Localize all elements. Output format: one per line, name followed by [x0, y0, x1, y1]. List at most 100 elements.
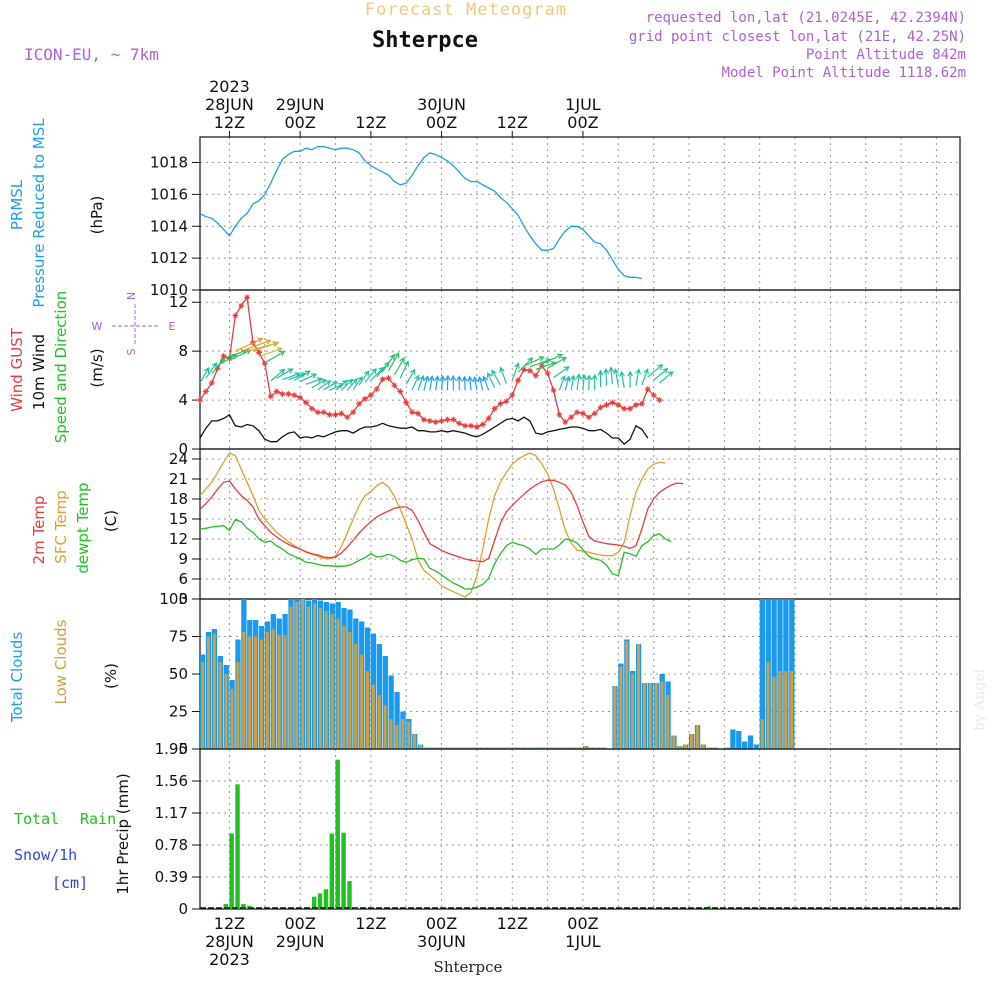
wind-gust-marker	[244, 294, 251, 301]
precip-tick-label: 0.78	[155, 836, 188, 854]
pressure-tick-label: 1016	[150, 185, 188, 203]
low-clouds-bar	[619, 666, 623, 749]
precip-unit-label: 1hr Precip (mm)	[114, 773, 132, 894]
compass-w: W	[92, 320, 103, 333]
snow-unit-label: [cm]	[52, 874, 88, 892]
precip-tick-label: 0	[178, 900, 188, 918]
low-clouds-bar	[595, 747, 599, 749]
low-clouds-bar	[578, 747, 582, 749]
wind-direction-arrow	[346, 378, 358, 391]
wind-gust-marker	[579, 410, 586, 417]
wind-direction-arrow	[641, 368, 649, 386]
time-label-bottom: 12Z	[355, 914, 386, 933]
wind-direction-arrow	[199, 367, 210, 384]
wind-gust-marker	[568, 414, 575, 421]
wind-tick-label: 4	[178, 391, 188, 409]
precip-labels: Total Rain Snow/1h [cm] 1hr Precip (mm)	[14, 773, 132, 894]
low-clouds-bar	[318, 608, 322, 749]
temp-tick-label: 15	[169, 510, 188, 528]
wind-tick-label: 12	[169, 293, 188, 311]
temp-tick-label: 21	[169, 470, 188, 488]
precip-tick-label: 1.17	[155, 804, 188, 822]
low-clouds-bar	[259, 639, 263, 749]
clouds-tick-label: 0	[178, 740, 188, 758]
wind-gust-marker	[379, 376, 386, 383]
temp-unit-label: (C)	[102, 510, 120, 532]
wind-direction-arrow	[603, 367, 610, 386]
wind-speed-dir-label: Speed and Direction	[52, 291, 70, 444]
low-clouds-bar	[495, 747, 499, 749]
wind-gust-marker	[308, 405, 315, 412]
low-clouds-bar	[530, 747, 534, 749]
wind-direction-arrow	[358, 370, 370, 386]
low-clouds-bar	[348, 632, 352, 749]
wind-labels: Wind GUST 10m Wind Speed and Direction (…	[8, 291, 176, 444]
wind-direction-arrow	[340, 378, 354, 391]
wind-gust-marker	[656, 397, 663, 404]
snow-label: Snow/1h	[14, 846, 77, 864]
low-clouds-bar	[695, 725, 699, 749]
wind-tick-label: 8	[178, 342, 188, 360]
low-clouds-bar	[660, 681, 664, 749]
wind-gust-marker	[403, 399, 410, 406]
wind-gust-marker	[444, 416, 451, 423]
low-clouds-bar	[248, 636, 252, 749]
wind-gust-marker	[627, 405, 634, 412]
low-clouds-bar	[224, 674, 228, 749]
low-clouds-bar	[572, 747, 576, 749]
model-label: ICON-EU, ~ 7km	[24, 45, 159, 64]
wind-direction-arrow	[258, 347, 283, 358]
precip-tick-label: 1.95	[155, 740, 188, 758]
wind-gust-marker	[532, 372, 539, 379]
wind-gust-marker	[491, 405, 498, 412]
rain-bar	[335, 759, 340, 909]
time-label-top: 29JUN	[276, 95, 325, 114]
time-label-bottom: 1JUL	[565, 932, 601, 951]
wind-direction-arrow	[399, 360, 409, 379]
low-clouds-bar	[631, 674, 635, 749]
grid-point-coords: grid point closest lon,lat (21E, 42.25N)	[629, 29, 966, 45]
rain-bar	[241, 904, 246, 909]
wind-direction-arrow	[482, 375, 490, 391]
clouds-panel: 0 25 50 75 100	[159, 590, 961, 758]
wind-direction-arrow	[411, 374, 420, 390]
wind-gust-marker	[515, 377, 522, 384]
credit-label: by Angel	[972, 668, 988, 731]
time-label-top: 12Z	[355, 113, 386, 132]
dewpt-label: dewpt Temp	[74, 482, 92, 573]
wind-direction-arrow	[270, 368, 286, 382]
wind-gust-marker	[208, 379, 215, 386]
wind-gust-marker	[238, 302, 245, 309]
low-clouds-bar	[383, 705, 387, 749]
wind-direction-arrow	[541, 353, 564, 365]
low-clouds-bar	[271, 629, 275, 749]
low-clouds-bar	[613, 686, 617, 749]
wind-gust-marker	[426, 417, 433, 424]
rain-bar	[323, 889, 329, 909]
wind-direction-arrow	[627, 370, 634, 388]
pressure-unit-label: (hPa)	[88, 196, 106, 235]
wind-direction-arrow	[491, 369, 502, 386]
low-clouds-bar	[377, 695, 381, 749]
wind-gust-marker	[285, 390, 292, 397]
wind-direction-arrow	[439, 374, 446, 391]
wind-gust-marker	[297, 394, 304, 401]
wind-gust-marker	[615, 401, 622, 408]
low-clouds-bar	[407, 722, 411, 749]
wind-direction-arrow	[252, 341, 279, 352]
wind-direction-arrow	[393, 357, 405, 376]
rain-label: Rain	[80, 810, 116, 828]
bottom-location-label: Shterpce	[434, 958, 503, 976]
dewpt-line	[199, 518, 672, 590]
low-clouds-bar	[419, 744, 422, 749]
sfc-temp-line	[199, 452, 666, 598]
low-clouds-bar	[701, 744, 705, 749]
low-clouds-bar	[236, 662, 240, 749]
low-clouds-bar	[324, 611, 328, 749]
low-clouds-bar	[584, 746, 587, 749]
low-clouds-bar	[678, 746, 682, 749]
wind-gust-marker	[456, 420, 463, 427]
wind-direction-arrow	[405, 368, 416, 385]
wind-gust-marker	[591, 410, 598, 417]
pressure-frame	[199, 136, 961, 291]
